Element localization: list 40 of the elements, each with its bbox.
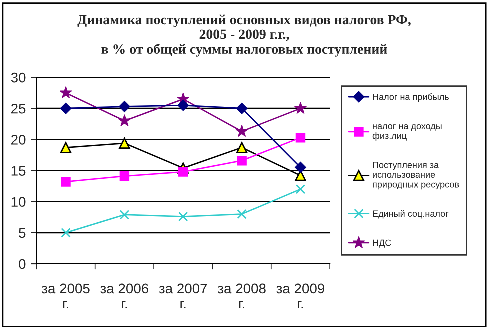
y-tick-label: 25 (12, 104, 26, 114)
point (178, 100, 189, 112)
x-tick-label: за 2006 г. (100, 284, 149, 308)
chart-title: Динамика поступлений основных видов налогов РФ, 2005 - 2009 г.г., в % от общей суммы налоговых поступлений (78, 14, 411, 57)
legend-label: Налог на прибыль (373, 94, 449, 102)
point (60, 142, 72, 154)
point (236, 125, 248, 138)
y-tick-label: 30 (11, 72, 26, 83)
point (61, 228, 71, 238)
x-tick-label: за 2005 г. (42, 284, 90, 308)
point (119, 138, 130, 149)
y-tick-label: 20 (12, 135, 26, 145)
point (61, 177, 71, 187)
point (295, 162, 306, 174)
point (119, 101, 130, 112)
y-tick-label: 10 (12, 197, 26, 208)
legend-label: Поступления за использование природных ресурсов (373, 162, 460, 190)
point (296, 132, 306, 143)
point (237, 209, 247, 220)
x-tick-label: за 2008 г. (218, 284, 266, 308)
y-tick-label: 0 (19, 259, 26, 270)
point (237, 156, 247, 166)
point (294, 102, 308, 114)
y-tick-label: 5 (19, 228, 26, 238)
x-tick-label: за 2009 г. (276, 284, 325, 308)
point (178, 167, 188, 177)
point (296, 184, 306, 194)
point (236, 142, 248, 154)
x-tick-label: за 2007 г. (159, 284, 208, 308)
y-tick-label: 15 (12, 166, 26, 176)
point (118, 114, 131, 126)
legend-label: Единый соц.налог (373, 210, 449, 219)
point (236, 103, 248, 114)
point (60, 103, 72, 114)
point (178, 212, 188, 222)
point (120, 210, 130, 220)
legend-label: НДС (373, 240, 392, 248)
point (120, 172, 130, 182)
point (60, 86, 72, 98)
legend-label: налог на доходы физ.лиц (372, 124, 442, 141)
